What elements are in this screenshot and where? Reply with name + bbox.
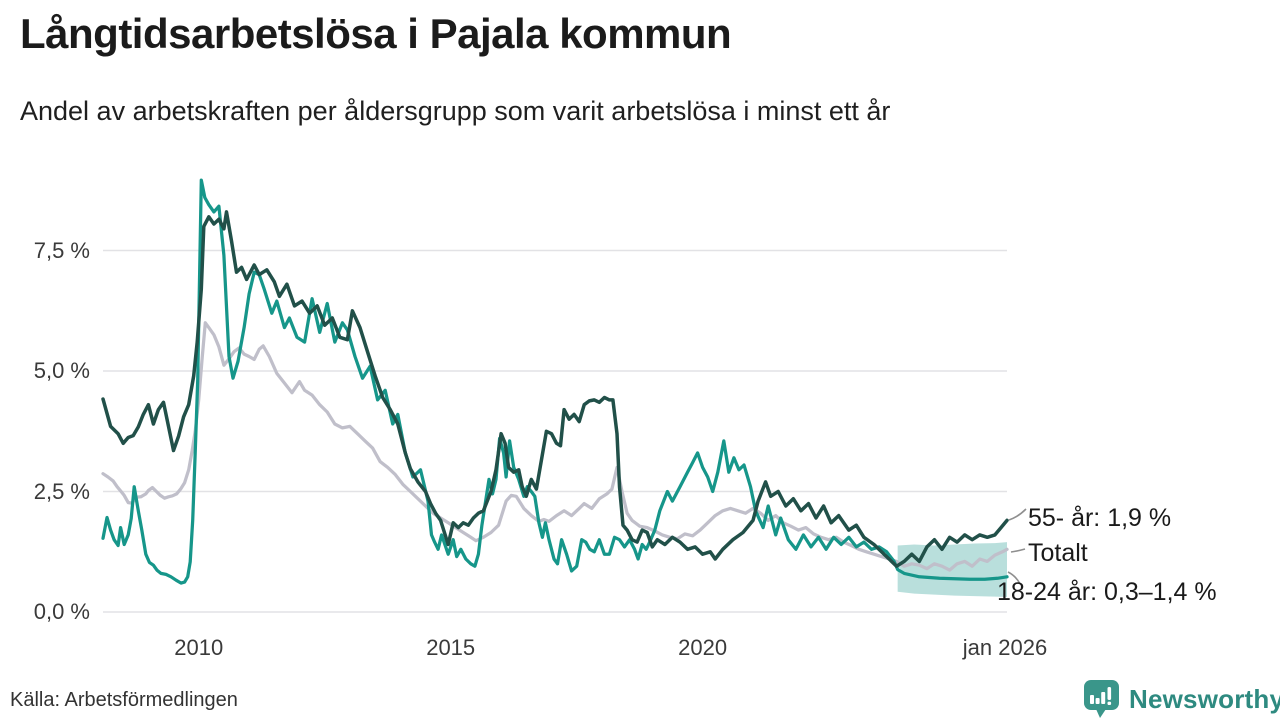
- y-axis-tick-label: 2,5 %: [33, 478, 90, 504]
- series-end-label-18-24: 18-24 år: 0,3–1,4 %: [997, 578, 1217, 606]
- newsworthy-logo[interactable]: Newsworthy: [1083, 679, 1280, 719]
- source-attribution: Källa: Arbetsförmedlingen: [10, 689, 238, 711]
- end-label-connector: [1010, 548, 1026, 553]
- y-axis-tick-label: 7,5 %: [33, 237, 90, 263]
- line-18-24: [101, 178, 1009, 585]
- chart-title: Långtidsarbetslösa i Pajala kommun: [20, 10, 732, 57]
- y-axis-tick-label: 5,0 %: [33, 358, 90, 383]
- bar-chart-speech-bubble-icon: [1084, 680, 1119, 718]
- series-end-label-totalt: Totalt: [1028, 539, 1088, 567]
- x-axis-tick-label: 2015: [426, 635, 476, 660]
- series-end-label-55: 55- år: 1,9 %: [1028, 504, 1172, 532]
- x-axis-tick-label: 2020: [678, 635, 728, 660]
- line-55plus: [101, 210, 1009, 568]
- end-label-connector: [1008, 508, 1027, 521]
- y-axis-tick-label: 0,0 %: [33, 599, 90, 624]
- newsworthy-wordmark: Newsworthy: [1129, 683, 1280, 714]
- x-axis-tick-label: jan 2026: [962, 635, 1048, 660]
- chart-subtitle: Andel av arbetskraften per åldersgrupp s…: [20, 96, 891, 126]
- x-axis-tick-label: 2010: [174, 635, 224, 660]
- end-label-connector: [1007, 571, 1021, 585]
